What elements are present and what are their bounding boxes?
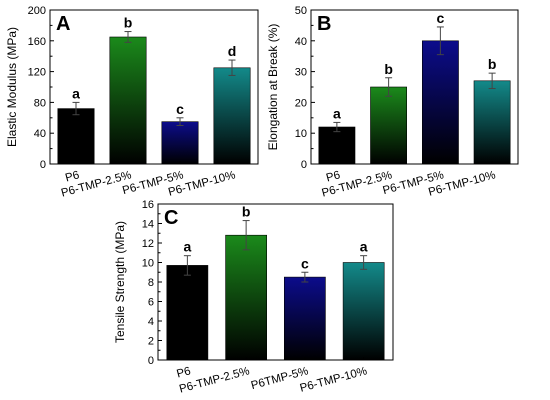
y-tick-label: 200 (28, 5, 46, 17)
chart-panel-b: abcb01020304050P6P6-TMP-2.5%P6-TMP-5%P6-… (266, 5, 519, 200)
y-tick-label: 120 (28, 67, 46, 79)
bar (225, 234, 268, 361)
error-bar (488, 72, 496, 90)
bar (421, 40, 459, 165)
bar (370, 86, 408, 165)
chart-panel-c: abca0246810121416P6P6-TMP-2.5%P6TMP-5%P6… (113, 199, 394, 396)
bar (342, 262, 385, 361)
error-bar (228, 59, 236, 76)
y-tick-label: 4 (148, 316, 154, 328)
y-axis-label: Tensile Strength (MPa) (113, 221, 127, 343)
y-tick-label: 12 (142, 238, 154, 250)
y-tick-label: 40 (34, 128, 46, 140)
y-tick-label: 10 (295, 128, 307, 140)
significance-letter: c (301, 255, 309, 271)
y-tick-label: 16 (142, 199, 154, 211)
significance-letter: a (333, 105, 341, 121)
error-bar (385, 77, 393, 97)
bar (213, 67, 251, 165)
significance-letter: b (488, 56, 497, 72)
y-tick-label: 6 (148, 297, 154, 309)
significance-letter: a (360, 239, 368, 255)
error-bar (242, 220, 250, 251)
x-tick-label: P6 (175, 365, 192, 380)
bar (161, 121, 199, 165)
significance-letter: b (242, 204, 251, 220)
y-tick-label: 8 (148, 277, 154, 289)
significance-letter: d (228, 43, 237, 59)
y-tick-label: 40 (295, 36, 307, 48)
chart-panel-a: abcd04080120160200P6P6-TMP-2.5%P6-TMP-5%… (5, 5, 259, 200)
significance-letter: c (436, 10, 444, 26)
y-axis-label: Elongation at Break (%) (266, 24, 280, 151)
error-bar (72, 101, 80, 116)
panel-label: B (317, 13, 331, 35)
y-tick-label: 80 (34, 97, 46, 109)
y-tick-label: 14 (142, 219, 154, 231)
significance-letter: c (176, 101, 184, 117)
y-tick-label: 20 (295, 97, 307, 109)
bar (57, 108, 95, 165)
panel-label: C (164, 207, 178, 229)
significance-letter: b (124, 15, 133, 31)
x-tick-label: P6-TMP-10% (299, 365, 369, 394)
bar (318, 126, 356, 165)
error-bar (124, 31, 132, 43)
error-bar (176, 117, 184, 126)
y-tick-label: 160 (28, 36, 46, 48)
bar (283, 276, 326, 361)
y-axis-label: Elastic Modulus (MPa) (5, 27, 19, 147)
y-tick-label: 2 (148, 336, 154, 348)
panel-label: A (56, 13, 70, 35)
error-bar (436, 26, 444, 56)
y-tick-label: 0 (40, 159, 46, 171)
y-tick-label: 50 (295, 5, 307, 17)
y-tick-label: 0 (148, 355, 154, 367)
y-tick-label: 0 (301, 159, 307, 171)
bar (109, 36, 147, 165)
x-tick-label: P6 (325, 169, 342, 184)
error-bar (301, 271, 309, 283)
error-bar (183, 255, 191, 276)
x-tick-label: P6 (64, 169, 81, 184)
significance-letter: a (183, 239, 191, 255)
y-tick-label: 10 (142, 258, 154, 270)
y-tick-label: 30 (295, 67, 307, 79)
bar (166, 265, 209, 361)
significance-letter: a (72, 85, 80, 101)
error-bar (333, 121, 341, 133)
error-bar (360, 255, 368, 270)
significance-letter: b (384, 61, 393, 77)
bar (473, 80, 511, 165)
